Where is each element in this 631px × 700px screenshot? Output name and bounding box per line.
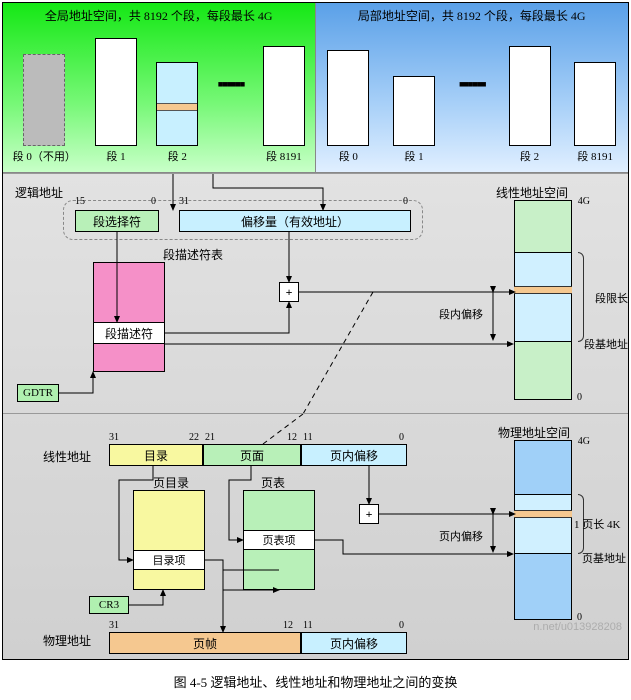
seg-0-unused-box: [23, 54, 65, 146]
phys-addr-label: 物理地址: [43, 632, 91, 649]
la-12: 12: [287, 432, 297, 443]
la-31: 31: [109, 432, 119, 443]
pa-0: 0: [399, 620, 404, 631]
bit-31: 31: [179, 196, 189, 207]
pg-in-offset-label: 页内偏移: [439, 528, 483, 544]
logic-addr-label: 逻辑地址: [15, 184, 63, 201]
segmentation-section: 逻辑地址 线性地址空间 15 0 31 0 段选择符 偏移量（有效地址） 段描述…: [3, 173, 628, 413]
local-space-title: 局部地址空间，共 8192 个段，每段最长 4G: [316, 3, 629, 29]
la-0: 0: [399, 432, 404, 443]
pgoff-field2: 页内偏移: [301, 632, 407, 654]
global-segments: 段 0（不用） 段 1 段 2 ▪▪▪▪▪▪ 段 8191: [3, 44, 315, 164]
desc-table-label: 段描述符表: [163, 246, 223, 263]
lseg-8191-label: 段 8191: [577, 148, 613, 164]
linear-addr-label: 线性地址: [43, 448, 91, 465]
figure-caption: 图 4-5 逻辑地址、线性地址和物理地址之间的变换: [0, 662, 631, 697]
lseg-0-box: [327, 50, 369, 146]
lseg-1-box: [393, 76, 435, 146]
seg-2-box: [156, 62, 198, 146]
linear-space-label: 线性地址空间: [496, 184, 568, 201]
lseg-2-label: 段 2: [520, 148, 539, 164]
seg-0-unused-label: 段 0（不用）: [13, 148, 76, 164]
lseg-2-box: [509, 46, 551, 146]
page-4k-label: 1 页长 4K: [574, 516, 630, 532]
lin-4g-label: 4G: [578, 196, 590, 207]
pg-tab-label: 页表: [261, 474, 285, 491]
ellipsis: ▪▪▪▪▪▪: [459, 74, 485, 95]
plus2-box: +: [359, 504, 379, 524]
seg-8191-box: [263, 46, 305, 146]
phys-space-page: [514, 494, 572, 554]
segment-spaces-row: 全局地址空间，共 8192 个段，每段最长 4G 段 0（不用） 段 1 段 2…: [3, 3, 628, 173]
page-field: 页面: [203, 444, 301, 466]
ellipsis: ▪▪▪▪▪▪: [217, 74, 243, 95]
tab-entry-box: 页表项: [243, 530, 315, 550]
seg-limit-brace: [578, 252, 584, 342]
watermark: n.net/u013928208: [533, 621, 622, 633]
la-21: 21: [205, 432, 215, 443]
pa-12: 12: [283, 620, 293, 631]
lseg-8191-box: [574, 62, 616, 146]
linear-space-segment: [514, 252, 572, 342]
descriptor-table-box: [93, 262, 165, 372]
phys-4g-label: 4G: [578, 436, 590, 447]
lseg-0-label: 段 0: [339, 148, 358, 164]
bit-15: 15: [75, 196, 85, 207]
bit-0-sel: 0: [151, 196, 156, 207]
pgoff-field: 页内偏移: [301, 444, 407, 466]
pa-11: 11: [303, 620, 313, 631]
local-space-panel: 局部地址空间，共 8192 个段，每段最长 4G 段 0 段 1 ▪▪▪▪▪▪ …: [316, 3, 629, 173]
phys-space-label: 物理地址空间: [498, 424, 570, 441]
bit-0-off: 0: [403, 196, 408, 207]
offset-box: 偏移量（有效地址）: [179, 210, 411, 232]
plus-box: +: [279, 282, 299, 302]
page-directory-box: [133, 490, 205, 590]
la-22: 22: [189, 432, 199, 443]
page-base-label: 页基地址: [582, 550, 626, 566]
la-11: 11: [303, 432, 313, 443]
lin-0-label: 0: [577, 392, 582, 403]
global-space-title: 全局地址空间，共 8192 个段，每段最长 4G: [3, 3, 315, 29]
pg-dir-label: 页目录: [153, 474, 189, 491]
global-space-panel: 全局地址空间，共 8192 个段，每段最长 4G 段 0（不用） 段 1 段 2…: [3, 3, 316, 173]
descriptor-entry-box: 段描述符: [93, 322, 165, 344]
seg-limit-label: 段限长: [595, 290, 628, 306]
linear-space-stripe: [514, 286, 572, 294]
pa-31: 31: [109, 620, 119, 631]
local-segments: 段 0 段 1 ▪▪▪▪▪▪ 段 2 段 8191: [316, 44, 629, 164]
dir-entry-box: 目录项: [133, 550, 205, 570]
frame-field: 页帧: [109, 632, 301, 654]
cr3-box: CR3: [89, 596, 129, 614]
lseg-1-label: 段 1: [404, 148, 423, 164]
seg-8191-label: 段 8191: [266, 148, 302, 164]
seg-2-label: 段 2: [168, 148, 187, 164]
seg-base-label: 段基地址: [584, 336, 628, 352]
gdtr-box: GDTR: [17, 384, 59, 402]
seg-in-offset-label: 段内偏移: [439, 306, 483, 322]
seg-1-label: 段 1: [106, 148, 125, 164]
seg-1-box: [95, 38, 137, 146]
dir-field: 目录: [109, 444, 203, 466]
diagram-frame: 全局地址空间，共 8192 个段，每段最长 4G 段 0（不用） 段 1 段 2…: [2, 2, 629, 660]
phys-space-stripe: [514, 510, 572, 518]
segment-selector-box: 段选择符: [75, 210, 159, 232]
